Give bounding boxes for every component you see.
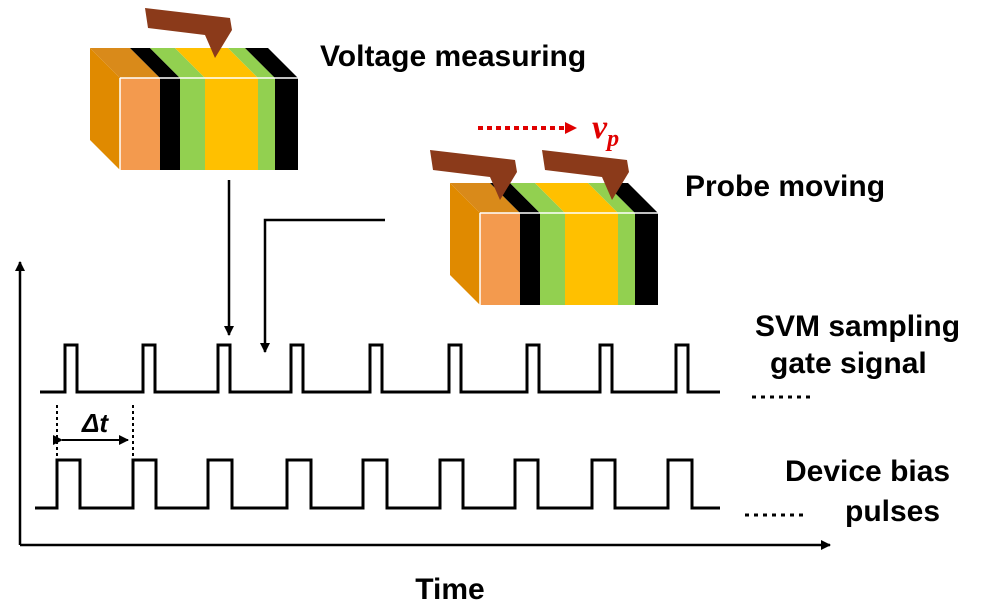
bias-label: Device bias [785,455,950,488]
svm-gate-signal [40,343,720,394]
voltage-label: Voltage measuring [320,40,586,73]
sample-block-1 [89,8,299,171]
velocity-label: vp [592,109,619,152]
sample-block-2 [430,150,659,306]
pointer-arrow [260,218,385,353]
svm-label: gate signal [770,347,927,380]
time-label: Time [415,573,484,606]
bias-label: pulses [845,495,940,528]
dt-label: Δt [81,408,109,438]
bias-pulses [35,458,720,510]
probe-label: Probe moving [685,170,885,203]
svm-label: SVM sampling [755,310,960,343]
